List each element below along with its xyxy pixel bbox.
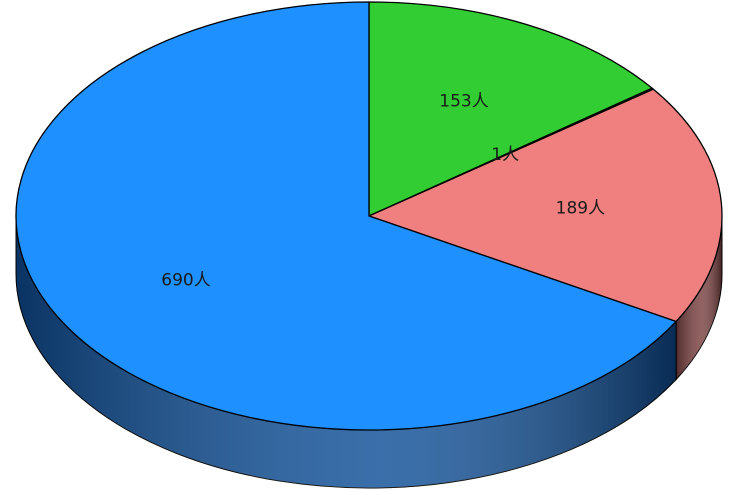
slice-label-0: 153人	[439, 91, 488, 111]
pie-labels: 153人 1人 189人 690人	[161, 91, 605, 290]
pie-slice-0	[368, 1, 653, 217]
pie-side-shade-2	[676, 216, 722, 380]
pie-slice-2	[368, 88, 723, 323]
pie-side-shade-3	[16, 216, 677, 488]
slice-label-2: 189人	[556, 198, 605, 218]
slice-label-1: 1人	[491, 145, 519, 165]
pie-slice-3	[15, 1, 677, 431]
slice-label-3: 690人	[161, 271, 210, 291]
pie-tops	[15, 1, 723, 431]
